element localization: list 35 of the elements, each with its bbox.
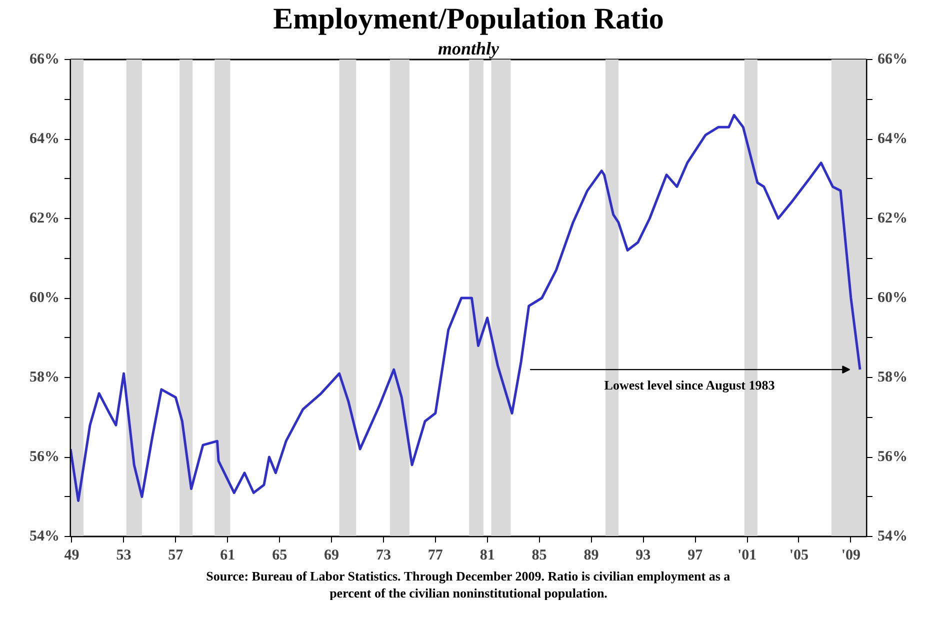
y-tick-label: 62% [30, 210, 60, 226]
x-tick-label: 97 [688, 548, 704, 564]
y2-tick-label: 64% [878, 131, 908, 147]
line-series [70, 114, 862, 502]
x-tick-label: '09 [841, 548, 861, 564]
x-tick-label: 73 [376, 548, 391, 564]
x-tick-label: 53 [116, 548, 132, 564]
x-tick-label: 57 [168, 548, 184, 564]
x-tick-label: 85 [532, 548, 547, 564]
x-tick-label: '05 [789, 548, 809, 564]
x-tick-label: 61 [220, 548, 236, 564]
x-tick-label: '01 [737, 548, 757, 564]
y-tick-label: 64% [30, 131, 60, 147]
annotation: Lowest level since August 1983 [604, 378, 776, 393]
y-tick-label: 66% [30, 52, 60, 68]
y-tick-label: 56% [30, 449, 60, 465]
y-tick-label: 60% [30, 290, 60, 306]
x-tick-label: 77 [428, 548, 444, 564]
x-tick-label: 49 [64, 548, 80, 564]
y-tick-label: 54% [30, 528, 60, 544]
chart-subtitle: monthly [438, 38, 500, 58]
y2-tick-label: 58% [878, 370, 908, 386]
y-tick-label: 58% [30, 370, 60, 386]
y2-tick-label: 56% [878, 449, 908, 465]
y2-tick-label: 60% [878, 290, 908, 306]
x-tick-label: 93 [636, 548, 651, 564]
y2-tick-label: 54% [878, 528, 908, 544]
x-tick-label: 81 [480, 548, 495, 564]
source-note: Source: Bureau of Labor Statistics. Through December 2009. Ratio is civilian employment as a percent of the civilian noninstitutional population. [206, 568, 731, 600]
y2-tick-label: 62% [878, 210, 908, 226]
chart-title: Employment/Population Ratio [273, 2, 664, 36]
x-tick-label: 69 [324, 548, 340, 564]
x-tick-label: 65 [272, 548, 288, 564]
y2-tick-label: 66% [878, 52, 908, 68]
x-tick-label: 89 [584, 548, 599, 564]
